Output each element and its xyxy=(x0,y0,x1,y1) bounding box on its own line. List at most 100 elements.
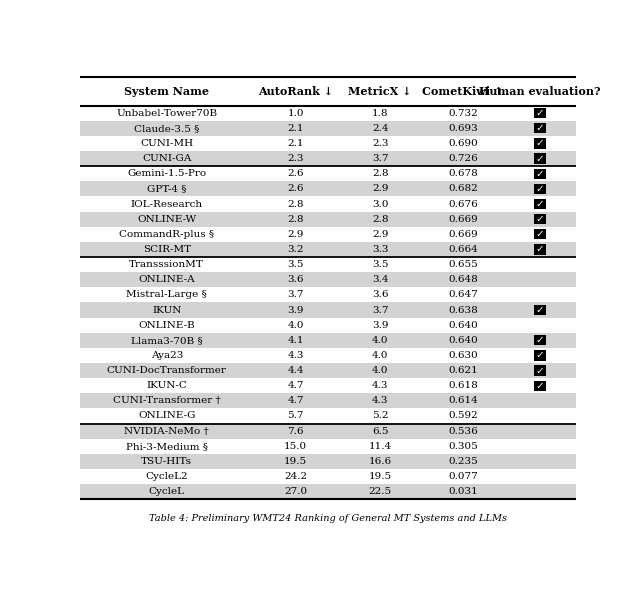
Text: 3.9: 3.9 xyxy=(287,306,304,315)
Text: 0.640: 0.640 xyxy=(448,320,478,330)
Text: 2.1: 2.1 xyxy=(287,139,304,148)
Text: 0.669: 0.669 xyxy=(448,214,478,224)
Text: 19.5: 19.5 xyxy=(369,472,392,481)
Text: 3.9: 3.9 xyxy=(372,320,388,330)
Text: ✓: ✓ xyxy=(536,305,545,315)
Text: 4.3: 4.3 xyxy=(372,396,388,405)
Text: 4.4: 4.4 xyxy=(287,366,304,375)
Text: ✓: ✓ xyxy=(536,229,545,239)
Bar xyxy=(80,197,576,211)
Text: 2.8: 2.8 xyxy=(287,200,304,209)
Bar xyxy=(80,136,576,151)
Text: CycleL2: CycleL2 xyxy=(145,472,188,481)
Text: ✓: ✓ xyxy=(536,244,545,254)
Text: ONLINE-A: ONLINE-A xyxy=(138,275,195,284)
Text: 3.5: 3.5 xyxy=(287,260,304,269)
Text: CUNI-GA: CUNI-GA xyxy=(142,154,191,163)
Text: MetricX ↓: MetricX ↓ xyxy=(348,86,412,97)
Bar xyxy=(534,305,546,315)
Bar xyxy=(80,272,576,287)
Text: ONLINE-W: ONLINE-W xyxy=(137,214,196,224)
Bar xyxy=(80,378,576,393)
Text: 0.682: 0.682 xyxy=(448,184,478,193)
Text: CycleL: CycleL xyxy=(149,487,185,496)
Text: ✓: ✓ xyxy=(536,214,545,224)
Text: 27.0: 27.0 xyxy=(284,487,307,496)
Text: 4.0: 4.0 xyxy=(372,351,388,360)
Bar xyxy=(80,121,576,136)
Bar xyxy=(80,211,576,227)
Text: 0.621: 0.621 xyxy=(448,366,478,375)
Bar xyxy=(80,242,576,257)
Bar xyxy=(534,335,546,345)
Text: 3.0: 3.0 xyxy=(372,200,388,209)
Text: 0.614: 0.614 xyxy=(448,396,478,405)
Bar xyxy=(534,199,546,209)
Bar xyxy=(80,408,576,423)
Text: 2.9: 2.9 xyxy=(372,230,388,239)
Text: ✓: ✓ xyxy=(536,184,545,194)
Text: 6.5: 6.5 xyxy=(372,426,388,436)
Text: ✓: ✓ xyxy=(536,199,545,209)
Bar xyxy=(80,287,576,302)
Bar xyxy=(534,138,546,148)
Bar xyxy=(534,123,546,134)
Text: GPT-4 §: GPT-4 § xyxy=(147,184,186,193)
Text: 7.6: 7.6 xyxy=(287,426,304,436)
Text: 1.8: 1.8 xyxy=(372,109,388,118)
Text: 3.5: 3.5 xyxy=(372,260,388,269)
Bar xyxy=(80,393,576,408)
Bar xyxy=(534,184,546,194)
Text: 2.8: 2.8 xyxy=(372,214,388,224)
Bar xyxy=(80,333,576,348)
Text: ✓: ✓ xyxy=(536,138,545,148)
Text: IKUN-C: IKUN-C xyxy=(147,381,188,390)
Text: 0.676: 0.676 xyxy=(448,200,478,209)
Text: IKUN: IKUN xyxy=(152,306,182,315)
Text: ONLINE-G: ONLINE-G xyxy=(138,412,196,421)
Text: ✓: ✓ xyxy=(536,168,545,178)
Text: 0.726: 0.726 xyxy=(448,154,478,163)
Text: 5.2: 5.2 xyxy=(372,412,388,421)
Bar xyxy=(80,257,576,272)
Bar xyxy=(80,166,576,181)
Text: 3.7: 3.7 xyxy=(372,154,388,163)
Text: Claude-3.5 §: Claude-3.5 § xyxy=(134,124,200,133)
Text: 0.647: 0.647 xyxy=(448,290,478,299)
Bar xyxy=(80,105,576,121)
Text: 4.3: 4.3 xyxy=(287,351,304,360)
Text: 4.1: 4.1 xyxy=(287,336,304,345)
Bar xyxy=(534,154,546,164)
Text: TSU-HITs: TSU-HITs xyxy=(141,457,192,466)
Text: Gemini-1.5-Pro: Gemini-1.5-Pro xyxy=(127,169,206,178)
Text: 4.7: 4.7 xyxy=(287,396,304,405)
Text: 15.0: 15.0 xyxy=(284,442,307,451)
Text: 2.3: 2.3 xyxy=(287,154,304,163)
Text: 2.4: 2.4 xyxy=(372,124,388,133)
Bar xyxy=(534,214,546,224)
Bar xyxy=(80,348,576,363)
Text: 2.1: 2.1 xyxy=(287,124,304,133)
Text: 2.8: 2.8 xyxy=(372,169,388,178)
Text: 0.669: 0.669 xyxy=(448,230,478,239)
Text: 0.640: 0.640 xyxy=(448,336,478,345)
Bar xyxy=(534,350,546,360)
Text: CometKiwi ↑: CometKiwi ↑ xyxy=(422,86,504,97)
Text: 3.6: 3.6 xyxy=(372,290,388,299)
Text: 4.0: 4.0 xyxy=(372,336,388,345)
Bar xyxy=(534,244,546,254)
Text: 0.305: 0.305 xyxy=(448,442,478,451)
Text: AutoRank ↓: AutoRank ↓ xyxy=(258,86,333,97)
Text: ✓: ✓ xyxy=(536,154,545,164)
Bar xyxy=(80,439,576,454)
Text: Table 4: Preliminary WMT24 Ranking of General MT Systems and LLMs: Table 4: Preliminary WMT24 Ranking of Ge… xyxy=(149,514,507,523)
Bar xyxy=(80,302,576,317)
Bar xyxy=(80,484,576,499)
Text: 0.638: 0.638 xyxy=(448,306,478,315)
Text: 22.5: 22.5 xyxy=(369,487,392,496)
Text: 0.664: 0.664 xyxy=(448,245,478,254)
Text: 3.7: 3.7 xyxy=(372,306,388,315)
Bar xyxy=(534,380,546,391)
Text: 0.630: 0.630 xyxy=(448,351,478,360)
Text: TransssionMT: TransssionMT xyxy=(129,260,204,269)
